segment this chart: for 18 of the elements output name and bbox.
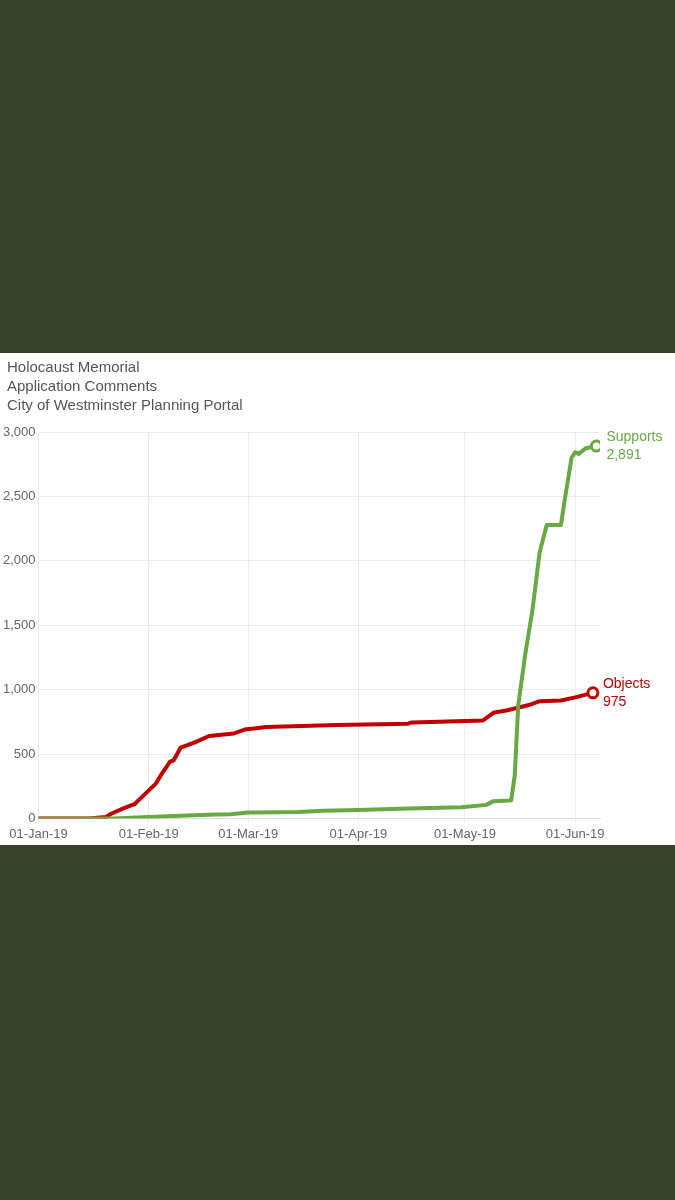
x-tick-label: 01-Jan-19 (9, 825, 68, 841)
data-label: 2,891 (606, 445, 642, 462)
y-tick-label: 3,000 (2, 423, 36, 439)
series-label: Objects (602, 674, 651, 691)
y-tick-label: 0 (28, 809, 36, 825)
y-tick-label: 2,500 (2, 487, 36, 503)
chart-title: Holocaust Memorial Application Comments City of Westminster Planning Portal (7, 357, 243, 414)
x-tick-label: 01-Apr-19 (329, 825, 388, 841)
y-tick-label: 1,500 (2, 616, 36, 632)
y-tick-label: 2,000 (2, 552, 36, 568)
x-tick-label: 01-Mar-19 (218, 825, 279, 841)
x-tick-label: 01-Feb-19 (118, 825, 179, 841)
data-label: 975 (602, 692, 627, 709)
x-tick-label: 01-May-19 (433, 825, 497, 841)
y-tick-label: 500 (13, 745, 36, 761)
series-label: Supports (606, 427, 663, 444)
y-tick-label: 1,000 (2, 681, 36, 697)
x-tick-label: 01-Jun-19 (545, 825, 605, 841)
